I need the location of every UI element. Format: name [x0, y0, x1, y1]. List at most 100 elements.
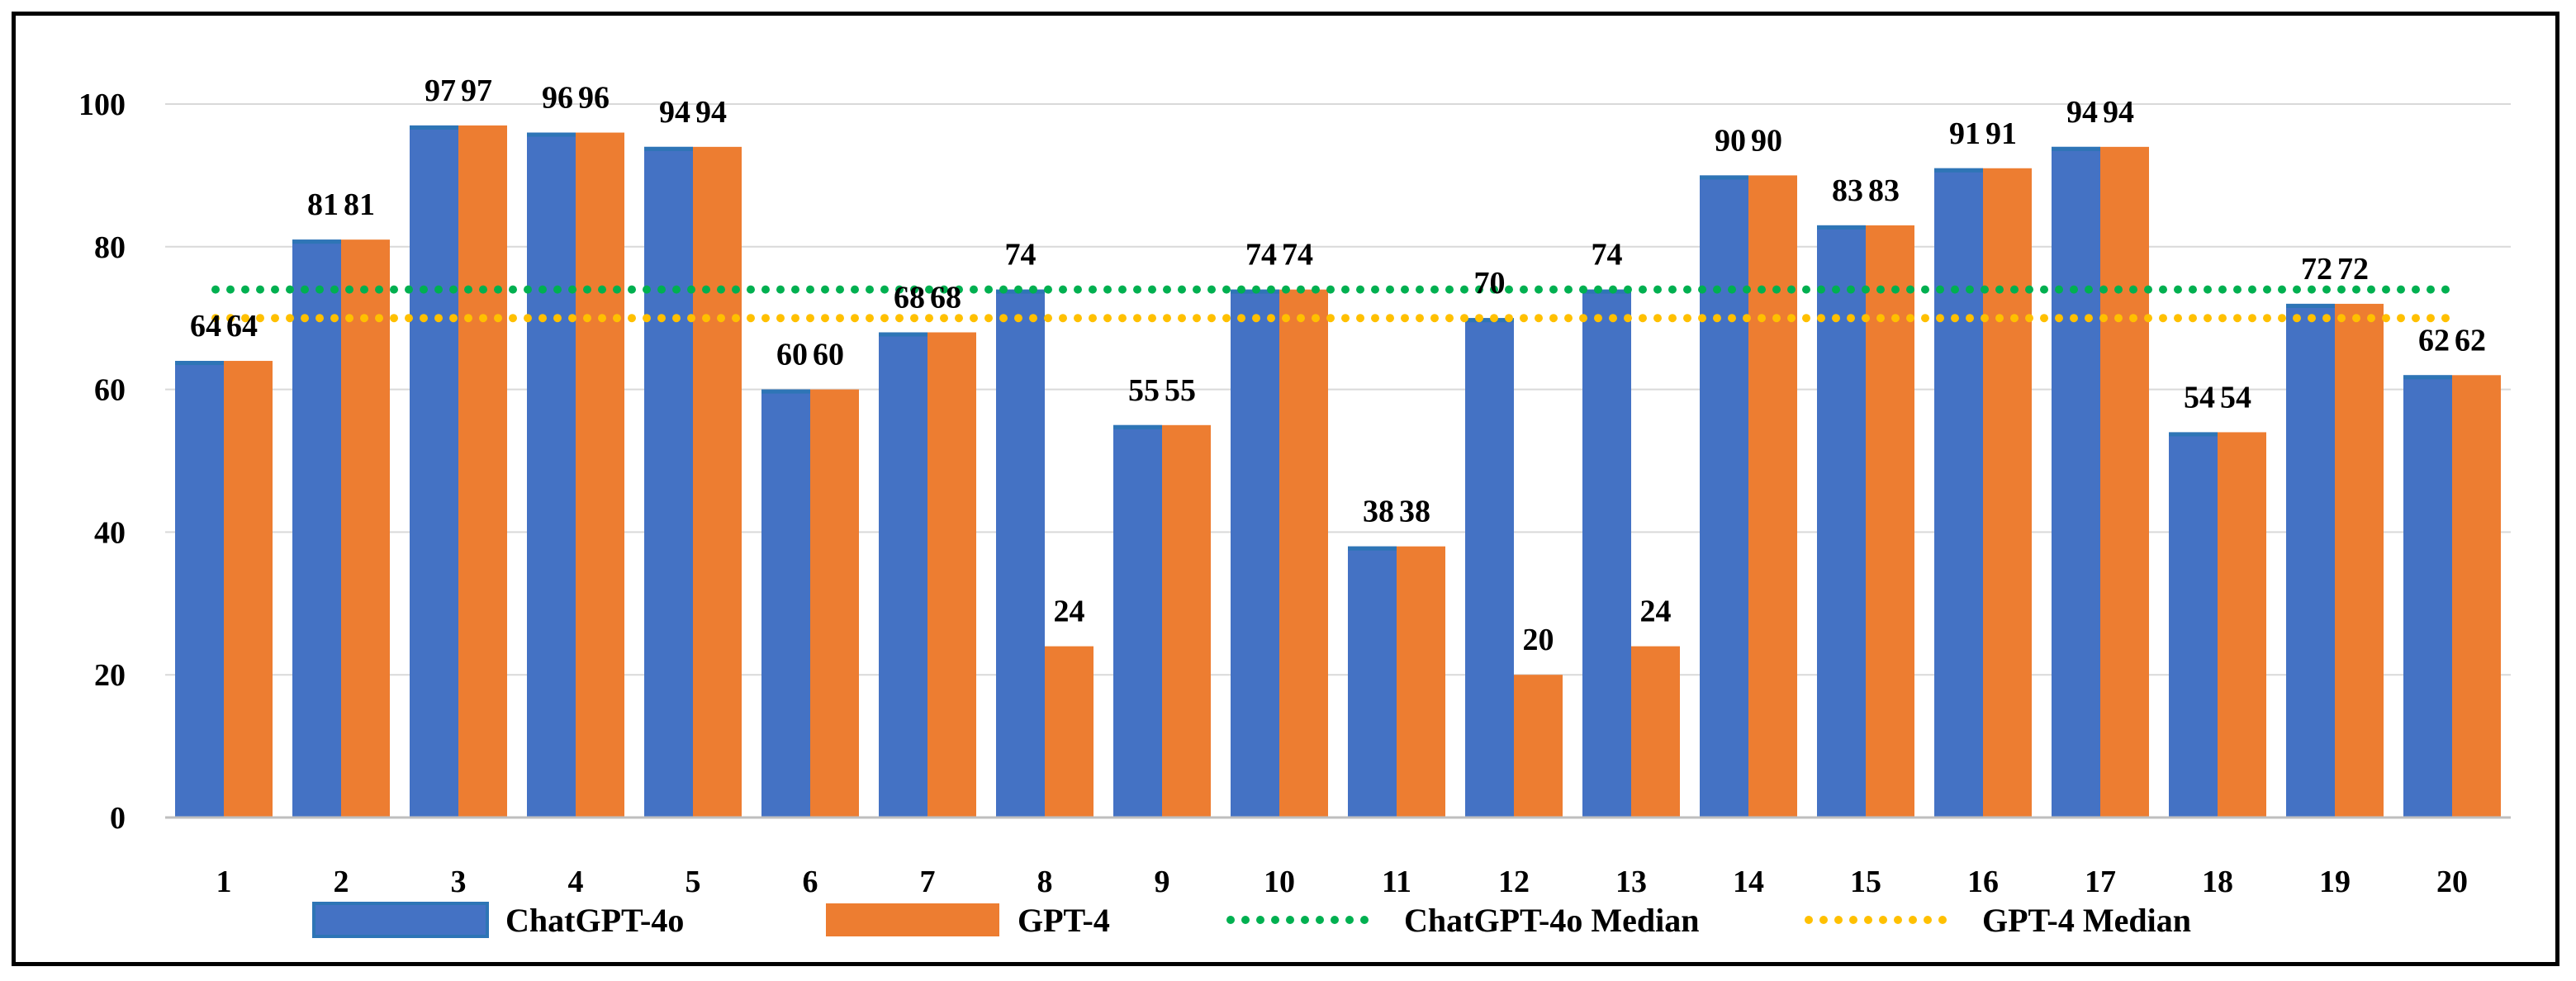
bar-chatgpt-4o-16 [1934, 168, 1983, 818]
bar-gpt-4-8 [1045, 646, 1093, 818]
bar-gpt-4-9 [1162, 424, 1211, 818]
x-tick-label: 15 [1850, 865, 1881, 899]
data-label-pair: 97 97 [425, 73, 492, 108]
data-label-pair: 64 64 [190, 309, 258, 344]
y-tick-label: 20 [94, 658, 126, 693]
bar-chatgpt-4o-19 [2286, 303, 2335, 818]
bar-gpt-4-13 [1631, 646, 1680, 818]
bar-chatgpt-4o-13 [1582, 289, 1631, 818]
bar-gpt-4-6 [810, 389, 859, 818]
y-tick-label: 80 [94, 230, 126, 265]
bar-chatgpt-4o-10 [1231, 289, 1279, 818]
x-tick-label: 6 [803, 865, 818, 899]
data-label-pair: 55 55 [1128, 373, 1196, 408]
data-label-pair: 94 94 [2066, 95, 2134, 130]
legend-item-gpt-4-median: GPT-4 Median [1805, 902, 2191, 939]
legend-label: ChatGPT-4o Median [1404, 902, 1699, 939]
bar-gpt-4-15 [1866, 225, 1914, 818]
legend-item-gpt-4: GPT-4 [826, 902, 1110, 939]
data-label-chatgpt-4o: 74 [1005, 238, 1037, 272]
data-label-pair: 62 62 [2418, 323, 2486, 358]
bar-chatgpt-4o-7 [879, 332, 927, 818]
legend-label: GPT-4 Median [1982, 902, 2191, 939]
bar-gpt-4-16 [1983, 168, 2032, 818]
bar-top-edge [2169, 432, 2218, 437]
x-tick-label: 10 [1264, 865, 1295, 899]
bar-top-edge [761, 389, 810, 394]
bar-top-edge [879, 332, 927, 337]
bar-top-edge [2052, 146, 2100, 151]
bar-chatgpt-4o-4 [527, 132, 576, 818]
bar-chatgpt-4o-3 [410, 125, 458, 818]
bar-chatgpt-4o-15 [1817, 225, 1866, 818]
legend-item-chatgpt-4o-median: ChatGPT-4o Median [1226, 902, 1699, 939]
bar-gpt-4-2 [341, 239, 390, 818]
bar-chatgpt-4o-8 [996, 289, 1045, 818]
data-label-pair: 83 83 [1832, 173, 1900, 208]
bar-chatgpt-4o-12 [1465, 318, 1514, 818]
x-tick-label: 18 [2202, 865, 2233, 899]
bar-chatgpt-4o-2 [292, 239, 341, 818]
legend-swatch [312, 902, 489, 938]
x-tick-label: 16 [1967, 865, 1999, 899]
bar-top-edge [1700, 175, 1748, 180]
x-tick-label: 14 [1733, 865, 1764, 899]
data-label-pair: 94 94 [659, 95, 727, 130]
bar-top-edge [1817, 225, 1866, 230]
data-label-pair: 74 74 [1245, 238, 1313, 272]
legend: ChatGPT-4o GPT-4 ChatGPT-4o Median GPT-4 Me… [312, 902, 2191, 939]
legend-item-chatgpt-4o: ChatGPT-4o [312, 902, 684, 939]
bar-top-edge [527, 132, 576, 137]
bars [175, 125, 2501, 818]
bar-gpt-4-4 [576, 132, 624, 818]
data-label-chatgpt-4o: 70 [1474, 266, 1506, 301]
bar-chatgpt-4o-14 [1700, 175, 1748, 818]
bar-gpt-4-1 [224, 361, 273, 818]
data-label-pair: 72 72 [2301, 252, 2369, 287]
data-label-pair: 91 91 [1949, 116, 2017, 151]
data-label-pair: 60 60 [776, 338, 844, 372]
y-tick-label: 40 [94, 515, 126, 550]
bar-top-edge [2286, 303, 2335, 308]
bar-top-edge [1113, 424, 1162, 429]
bar-gpt-4-5 [693, 146, 742, 818]
bar-chatgpt-4o-18 [2169, 432, 2218, 818]
bar-top-edge [1348, 546, 1397, 551]
bar-chatgpt-4o-1 [175, 361, 224, 818]
x-tick-label: 12 [1498, 865, 1530, 899]
data-label-chatgpt-4o: 74 [1592, 238, 1623, 272]
bar-gpt-4-19 [2335, 303, 2384, 818]
bar-top-edge [2403, 375, 2452, 380]
bar-top-edge [1582, 289, 1631, 294]
y-tick-label: 60 [94, 373, 126, 408]
legend-label: ChatGPT-4o [505, 902, 684, 939]
data-label-pair: 68 68 [894, 280, 961, 315]
data-label-gpt-4: 24 [1640, 595, 1672, 629]
x-tick-label: 9 [1155, 865, 1170, 899]
bar-gpt-4-11 [1397, 546, 1445, 818]
gridlines [165, 103, 2511, 676]
x-tick-label: 5 [686, 865, 701, 899]
bar-gpt-4-12 [1514, 675, 1563, 818]
median-lines [211, 285, 2465, 323]
bar-gpt-4-14 [1748, 175, 1797, 818]
y-tick-label: 0 [110, 801, 126, 836]
bar-top-edge [410, 125, 458, 130]
data-label-gpt-4: 20 [1523, 623, 1554, 657]
bar-top-edge [644, 146, 693, 151]
bar-chatgpt-4o-9 [1113, 424, 1162, 818]
data-label-pair: 81 81 [307, 187, 375, 222]
bar-gpt-4-7 [927, 332, 976, 818]
bar-top-edge [175, 361, 224, 366]
bar-chatgpt-4o-11 [1348, 546, 1397, 818]
bar-chatgpt-4o-6 [761, 389, 810, 818]
data-label-pair: 38 38 [1363, 495, 1430, 529]
data-label-pair: 90 90 [1715, 123, 1782, 158]
x-tick-label: 4 [568, 865, 584, 899]
x-tick-label: 19 [2319, 865, 2351, 899]
x-tick-label: 17 [2085, 865, 2116, 899]
bar-chatgpt-4o-5 [644, 146, 693, 818]
x-tick-label: 7 [920, 865, 936, 899]
legend-swatch [826, 903, 999, 936]
